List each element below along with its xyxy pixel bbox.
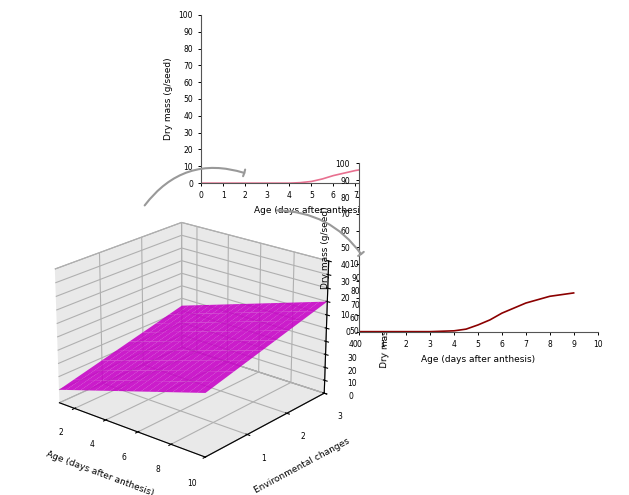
X-axis label: Age (days after anthesis): Age (days after anthesis)	[254, 206, 369, 215]
Y-axis label: Dry mass (g/seed): Dry mass (g/seed)	[321, 206, 330, 289]
Y-axis label: Dry mass (g/seed): Dry mass (g/seed)	[164, 58, 173, 140]
X-axis label: Age (days after anthesis): Age (days after anthesis)	[45, 449, 155, 495]
Y-axis label: Environmental changes: Environmental changes	[252, 437, 351, 495]
X-axis label: Age (days after anthesis): Age (days after anthesis)	[421, 354, 535, 363]
